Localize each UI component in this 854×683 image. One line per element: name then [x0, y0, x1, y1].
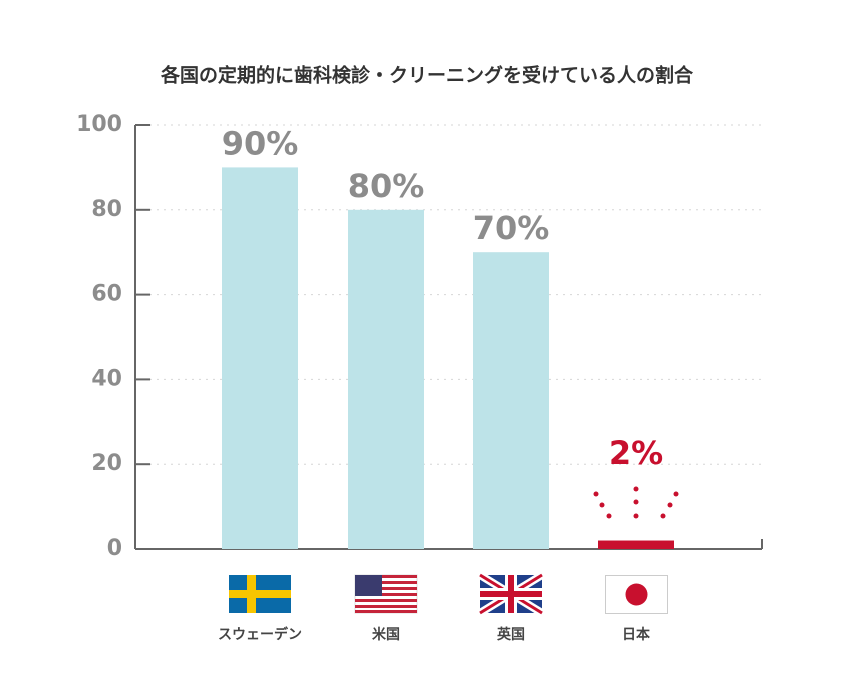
- category-label: 英国: [496, 626, 525, 643]
- bar: [473, 252, 549, 549]
- y-tick-label: 100: [76, 112, 122, 137]
- value-label: 70%: [473, 209, 550, 247]
- y-tick-label: 40: [91, 366, 122, 391]
- flag-japan: [605, 575, 668, 614]
- flag-uk: [477, 571, 545, 617]
- decoration-sparkle: [593, 486, 679, 519]
- flag-sweden: [229, 575, 291, 613]
- category-label: 米国: [372, 626, 400, 643]
- value-label: 2%: [609, 434, 663, 472]
- y-tick-label: 0: [107, 536, 122, 561]
- bar: [348, 209, 424, 550]
- category-label: 日本: [622, 626, 651, 643]
- y-tick-label: 60: [91, 282, 122, 307]
- bar: [598, 540, 674, 549]
- bar: [222, 167, 298, 549]
- y-tick-label: 80: [91, 197, 122, 222]
- value-label: 80%: [348, 167, 425, 205]
- y-tick-label: 20: [91, 451, 122, 476]
- chart-title: 各国の定期的に歯科検診・クリーニングを受けている人の割合: [160, 64, 694, 87]
- value-label: 90%: [222, 124, 299, 162]
- flag-usa: [354, 574, 418, 614]
- category-label: スウェーデン: [218, 626, 302, 643]
